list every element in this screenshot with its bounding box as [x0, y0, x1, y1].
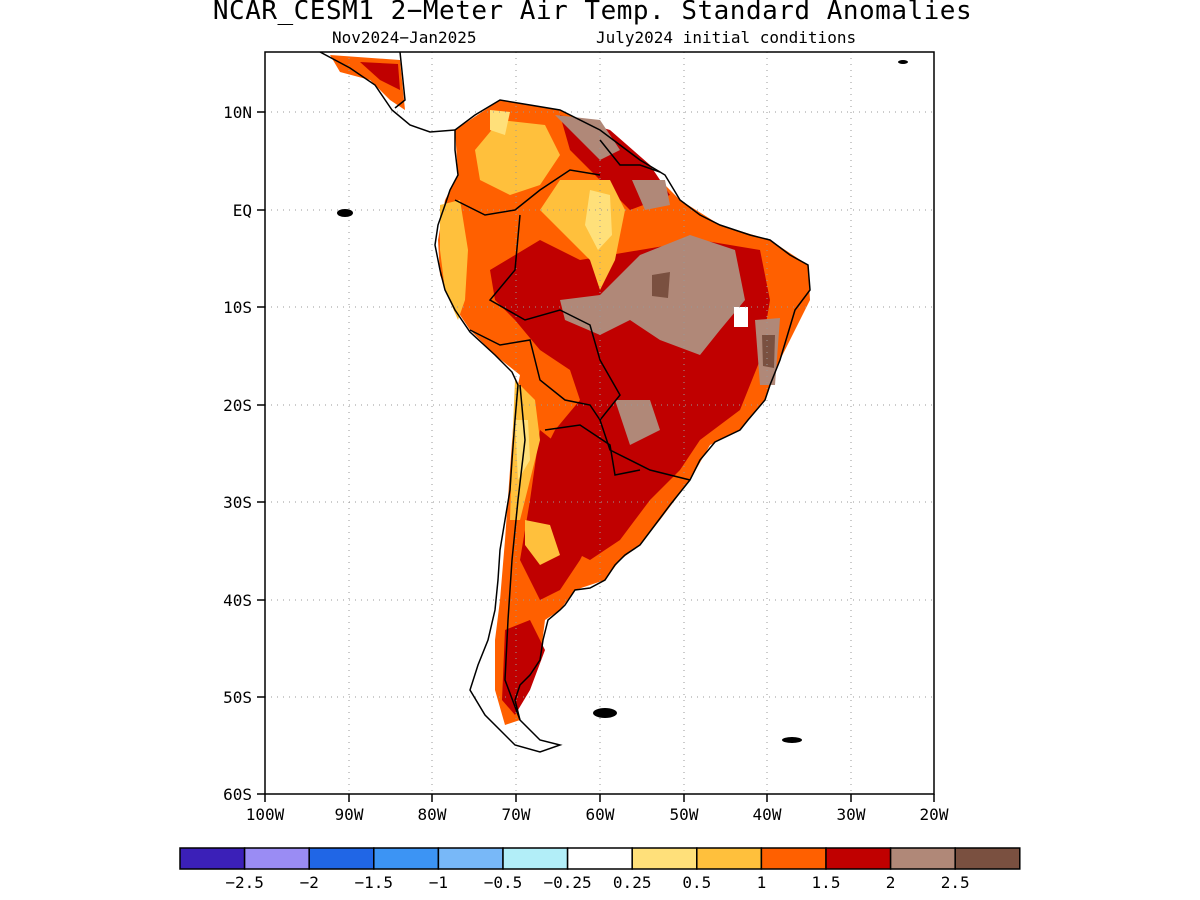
anomaly-region-brown-paraguay [615, 400, 660, 445]
colorbar-label: 2.5 [941, 873, 970, 892]
lon-label: 50W [670, 805, 699, 824]
anomaly-region-brown-amapa [632, 180, 670, 210]
colorbar-label: −0.5 [484, 873, 523, 892]
border-argentina-north [544, 424, 641, 476]
coastline-caribbean [394, 52, 406, 109]
map-subtitle-init: July2024 initial conditions [596, 28, 857, 47]
border-andes [469, 329, 601, 421]
lon-label: 80W [418, 805, 447, 824]
lon-label: 40W [753, 805, 782, 824]
colorbar-swatch [631, 847, 698, 870]
border-guianas [599, 139, 661, 173]
anomaly-region-yellow-2 [515, 420, 530, 480]
lon-label: 20W [920, 805, 949, 824]
islands-layer [337, 60, 908, 743]
lat-label: 10S [223, 298, 252, 317]
anomaly-region-gold-patagonia [525, 520, 560, 565]
colorbar-label: −0.25 [544, 873, 592, 892]
border-brazil-west [488, 214, 691, 481]
colorbar-swatch [308, 847, 375, 870]
latitude-labels: 10N EQ 10S 20S 30S 40S 50S 60S [223, 103, 252, 804]
lon-label: 70W [502, 805, 531, 824]
anomaly-region-gold-venezuela [475, 120, 560, 195]
colorbar-label: −1 [429, 873, 448, 892]
colorbar-swatch [696, 847, 763, 870]
anomaly-region-red-patagonia [502, 620, 545, 715]
cape-verde-dots [898, 60, 908, 64]
colorbar-swatch [502, 847, 569, 870]
galapagos-islands [337, 209, 353, 217]
colorbar-swatch [373, 847, 440, 870]
colorbar-label: 1.5 [812, 873, 841, 892]
south-georgia [782, 737, 802, 743]
colorbar-swatch [889, 847, 956, 870]
lat-label: 20S [223, 396, 252, 415]
falkland-islands [593, 708, 617, 718]
colorbar-swatch [566, 847, 633, 870]
lon-label: 60W [586, 805, 615, 824]
colorbar-swatch [179, 847, 246, 870]
anomaly-missing-cell [734, 307, 748, 327]
coastline-layer [319, 52, 811, 753]
map-subtitle-period: Nov2024−Jan2025 [332, 28, 477, 47]
colorbar-label: 2 [886, 873, 896, 892]
colorbar-label: 0.25 [613, 873, 652, 892]
lon-label: 30W [837, 805, 866, 824]
colorbar-label: 1 [757, 873, 767, 892]
anomaly-region-darkest-2 [762, 335, 775, 368]
lat-label: 40S [223, 591, 252, 610]
lat-label: EQ [233, 201, 252, 220]
anomaly-region-yellow-3 [490, 110, 510, 135]
anomaly-region-yellow-1 [585, 190, 612, 250]
colorbar-label: −1.5 [355, 873, 394, 892]
map-grid [265, 52, 934, 794]
lat-label: 10N [223, 103, 252, 122]
coastline-central-america [319, 52, 456, 133]
map-title: NCAR_CESM1 2−Meter Air Temp. Standard An… [212, 0, 973, 26]
lon-label: 90W [335, 805, 364, 824]
colorbar-label: 0.5 [682, 873, 711, 892]
colorbar-swatch [825, 847, 892, 870]
axis-ticks [257, 111, 935, 802]
colorbar-swatch [954, 847, 1021, 870]
anomaly-region-brown-guianas [555, 115, 620, 160]
colorbar-swatch [243, 847, 310, 870]
colorbar-label: −2 [300, 873, 319, 892]
border-argentina-chile [504, 384, 526, 721]
coastline-south-america [434, 99, 811, 753]
colorbar-label: −2.5 [225, 873, 264, 892]
lat-label: 30S [223, 493, 252, 512]
colorbar-swatch [437, 847, 504, 870]
anomaly-region-darkest-1 [652, 272, 670, 298]
lat-label: 50S [223, 688, 252, 707]
colorbar: −2.5 −2 −1.5 −1 −0.5 −0.25 0.25 0.5 1 1.5 2 2.5 [179, 847, 1021, 892]
border-colombia [454, 169, 601, 216]
lon-label: 100W [246, 805, 285, 824]
anomaly-fill-layer [330, 55, 810, 725]
colorbar-swatch [760, 847, 827, 870]
anomaly-region-gold-ecuador [440, 200, 468, 320]
lat-label: 60S [223, 785, 252, 804]
anomaly-region-central-america-red [360, 62, 400, 90]
longitude-labels: 100W 90W 80W 70W 60W 50W 40W 30W 20W [246, 805, 949, 824]
